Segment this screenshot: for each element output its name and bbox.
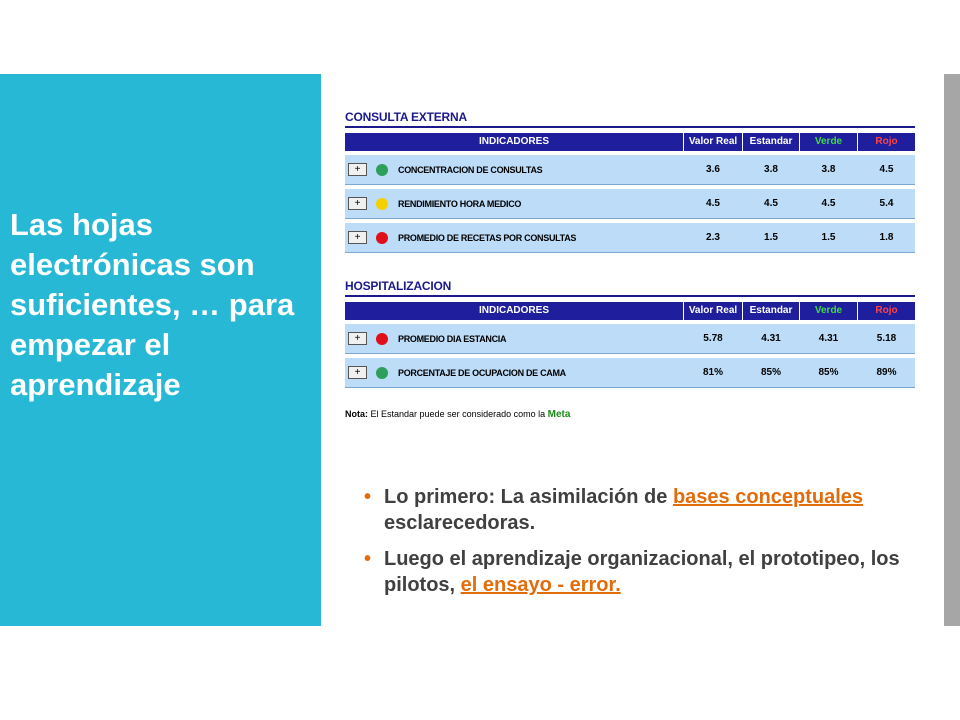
bullet-icon: • — [364, 486, 372, 508]
header-verde: Verde — [814, 305, 843, 316]
header-rojo: Rojo — [875, 136, 898, 147]
status-red-icon — [376, 333, 388, 345]
cell-verde: 85% — [818, 367, 839, 378]
indicator-name: CONCENTRACION DE CONSULTAS — [398, 165, 543, 175]
header-separator — [683, 302, 684, 320]
expand-button[interactable]: + — [348, 231, 367, 244]
header-valor-real: Valor Real — [688, 305, 738, 316]
cell-valor-real: 81% — [702, 367, 723, 378]
expand-button[interactable]: + — [348, 163, 367, 176]
indicator-name: PROMEDIO DIA ESTANCIA — [398, 334, 507, 344]
status-yellow-icon — [376, 198, 388, 210]
cell-rojo: 5.18 — [876, 333, 897, 344]
note-text: El Estandar puede ser considerado como l… — [370, 409, 546, 419]
cell-verde: 3.8 — [821, 164, 836, 175]
table-row: + PORCENTAJE DE OCUPACION DE CAMA 81% 85% 85… — [345, 358, 915, 388]
status-green-icon — [376, 367, 388, 379]
header-estandar: Estandar — [749, 136, 793, 147]
header-separator — [742, 133, 743, 151]
bullet-item: • Luego el aprendizaje organizacional, e… — [364, 546, 924, 598]
bullet-text: Lo primero: La asimilación de — [384, 486, 673, 508]
link-ensayo-error[interactable]: el ensayo - error. — [460, 574, 621, 596]
header-separator — [857, 133, 858, 151]
header-separator — [683, 133, 684, 151]
cell-valor-real: 5.78 — [703, 333, 723, 344]
cell-valor-real: 4.5 — [706, 198, 720, 209]
table-row: + CONCENTRACION DE CONSULTAS 3.6 3.8 3.8 4.5 — [345, 155, 915, 185]
header-estandar: Estandar — [749, 305, 793, 316]
cell-verde: 4.31 — [818, 333, 839, 344]
header-indicadores: INDICADORES — [478, 136, 549, 147]
indicator-name: PROMEDIO DE RECETAS POR CONSULTAS — [398, 233, 577, 243]
status-red-icon — [376, 232, 388, 244]
cell-valor-real: 3.6 — [706, 164, 720, 175]
indicator-name: PORCENTAJE DE OCUPACION DE CAMA — [398, 368, 566, 378]
header-rojo: Rojo — [875, 305, 898, 316]
cell-verde: 1.5 — [821, 232, 836, 243]
cell-rojo: 1.8 — [879, 232, 894, 243]
cell-valor-real: 2.3 — [706, 232, 720, 243]
header-separator — [742, 302, 743, 320]
cell-rojo: 4.5 — [879, 164, 894, 175]
expand-button[interactable]: + — [348, 332, 367, 345]
section-divider — [345, 126, 915, 128]
link-bases-conceptuales[interactable]: bases conceptuales — [672, 486, 864, 508]
expand-button[interactable]: + — [348, 197, 367, 210]
title-panel — [0, 74, 321, 626]
note-meta: Meta — [547, 409, 571, 420]
section-title-hospitalizacion: HOSPITALIZACION — [345, 279, 452, 293]
cell-estandar: 4.5 — [764, 198, 778, 209]
header-separator — [799, 133, 800, 151]
bullet-text: Luego el aprendizaje organizacional, el … — [384, 548, 900, 596]
cell-estandar: 85% — [760, 367, 781, 378]
bullet-text: esclarecedoras. — [384, 512, 536, 534]
bullet-icon: • — [364, 548, 372, 570]
bullet-item: • Lo primero: La asimilación de bases co… — [364, 484, 924, 536]
slide-title: Las hojas electrónicas son suficientes, … — [10, 207, 295, 402]
right-accent-bar — [944, 74, 960, 626]
cell-verde: 4.5 — [821, 198, 836, 209]
status-green-icon — [376, 164, 388, 176]
header-verde: Verde — [814, 136, 843, 147]
header-valor-real: Valor Real — [688, 136, 738, 147]
header-separator — [857, 302, 858, 320]
header-indicadores: INDICADORES — [478, 305, 549, 316]
cell-rojo: 89% — [876, 367, 897, 378]
expand-button[interactable]: + — [348, 366, 367, 379]
table-row: + RENDIMIENTO HORA MEDICO 4.5 4.5 4.5 5.4 — [345, 189, 915, 219]
cell-estandar: 4.31 — [761, 333, 781, 344]
table-header-consulta: INDICADORES Valor Real Estandar Verde Ro… — [345, 133, 915, 151]
section-title-consulta-externa: CONSULTA EXTERNA — [345, 110, 467, 124]
cell-rojo: 5.4 — [879, 198, 894, 209]
bullet-list: • Lo primero: La asimilación de bases co… — [364, 484, 924, 608]
cell-estandar: 1.5 — [764, 232, 778, 243]
section-divider — [345, 295, 915, 297]
table-row: + PROMEDIO DE RECETAS POR CONSULTAS 2.3 1.5… — [345, 223, 915, 253]
table-row: + PROMEDIO DIA ESTANCIA 5.78 4.31 4.31 5.18 — [345, 324, 915, 354]
table-note: Nota: El Estandar puede ser considerado … — [345, 409, 570, 420]
table-header-hospitalizacion: INDICADORES Valor Real Estandar Verde Ro… — [345, 302, 915, 320]
header-separator — [799, 302, 800, 320]
indicator-name: RENDIMIENTO HORA MEDICO — [398, 199, 522, 209]
note-prefix: Nota: — [345, 409, 368, 419]
cell-estandar: 3.8 — [764, 164, 778, 175]
